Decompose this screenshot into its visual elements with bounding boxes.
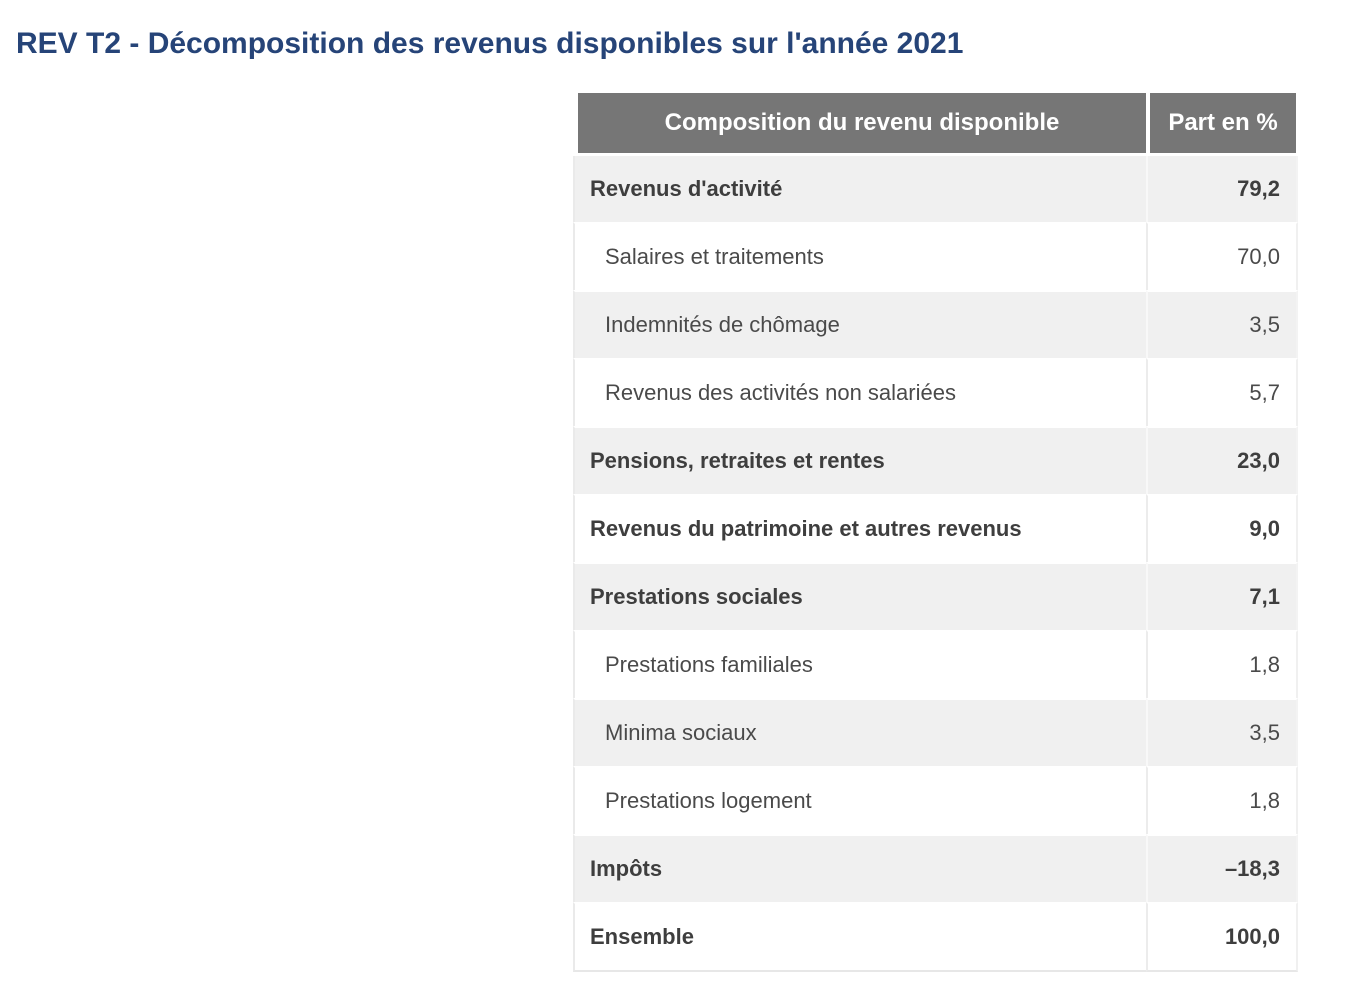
- row-label: Prestations sociales: [573, 562, 1146, 630]
- row-label: Minima sociaux: [573, 698, 1146, 766]
- row-label: Impôts: [573, 834, 1146, 902]
- table-row: Prestations logement 1,8: [573, 766, 1298, 834]
- column-header-part-percent: Part en %: [1146, 93, 1298, 156]
- row-value: 79,2: [1146, 156, 1298, 222]
- row-value: 70,0: [1146, 222, 1298, 290]
- row-value: 3,5: [1146, 698, 1298, 766]
- row-label: Prestations familiales: [573, 630, 1146, 698]
- table-row: Salaires et traitements 70,0: [573, 222, 1298, 290]
- row-value: 9,0: [1146, 494, 1298, 562]
- table-row: Impôts –18,3: [573, 834, 1298, 902]
- row-label: Ensemble: [573, 902, 1146, 972]
- table-row: Pensions, retraites et rentes 23,0: [573, 426, 1298, 494]
- table-row: Prestations familiales 1,8: [573, 630, 1298, 698]
- table-row: Revenus des activités non salariées 5,7: [573, 358, 1298, 426]
- row-label: Prestations logement: [573, 766, 1146, 834]
- table-container: Composition du revenu disponible Part en…: [573, 93, 1364, 972]
- row-label: Revenus du patrimoine et autres revenus: [573, 494, 1146, 562]
- table-row: Prestations sociales 7,1: [573, 562, 1298, 630]
- column-header-composition: Composition du revenu disponible: [573, 93, 1146, 156]
- table-row: Ensemble 100,0: [573, 902, 1298, 972]
- revenue-composition-table: Composition du revenu disponible Part en…: [573, 93, 1298, 972]
- row-label: Salaires et traitements: [573, 222, 1146, 290]
- table-body: Revenus d'activité 79,2 Salaires et traite…: [573, 156, 1298, 972]
- row-value: 5,7: [1146, 358, 1298, 426]
- table-row: Revenus du patrimoine et autres revenus 9…: [573, 494, 1298, 562]
- row-value: 3,5: [1146, 290, 1298, 358]
- row-value: 23,0: [1146, 426, 1298, 494]
- table-header-row: Composition du revenu disponible Part en…: [573, 93, 1298, 156]
- row-value: 7,1: [1146, 562, 1298, 630]
- row-value: –18,3: [1146, 834, 1298, 902]
- row-value: 100,0: [1146, 902, 1298, 972]
- row-value: 1,8: [1146, 766, 1298, 834]
- row-label: Indemnités de chômage: [573, 290, 1146, 358]
- table-row: Indemnités de chômage 3,5: [573, 290, 1298, 358]
- page-title: REV T2 - Décomposition des revenus dispo…: [16, 27, 964, 60]
- table-row: Revenus d'activité 79,2: [573, 156, 1298, 222]
- row-label: Pensions, retraites et rentes: [573, 426, 1146, 494]
- row-label: Revenus des activités non salariées: [573, 358, 1146, 426]
- table-row: Minima sociaux 3,5: [573, 698, 1298, 766]
- row-value: 1,8: [1146, 630, 1298, 698]
- row-label: Revenus d'activité: [573, 156, 1146, 222]
